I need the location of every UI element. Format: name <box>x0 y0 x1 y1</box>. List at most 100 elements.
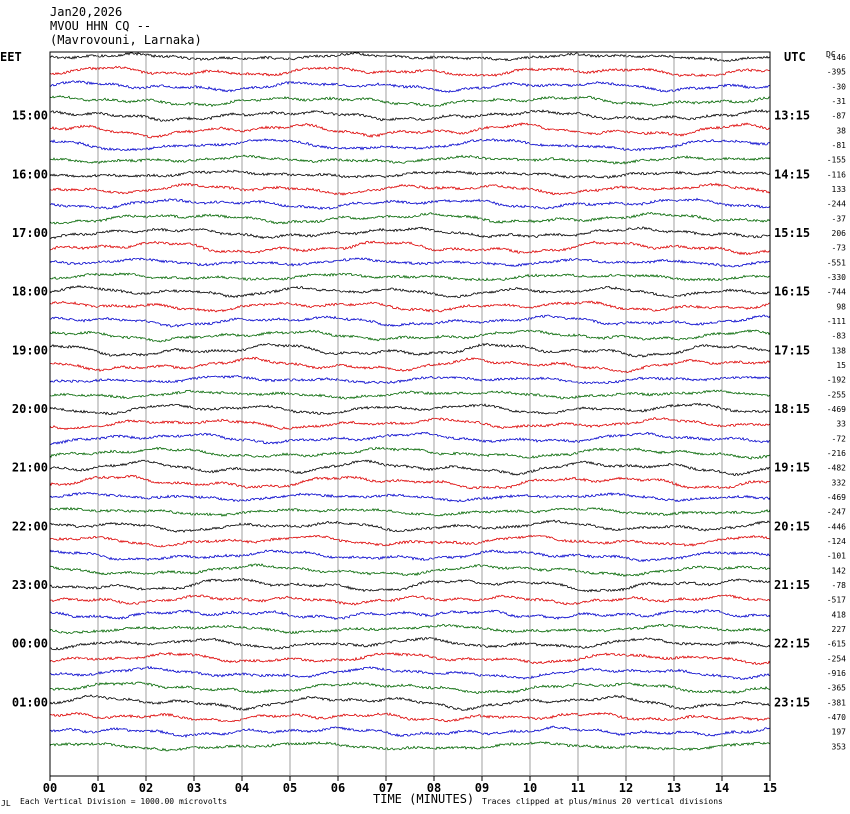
trace-20 <box>49 329 771 343</box>
dc-offset-29: -482 <box>827 464 846 473</box>
trace-30 <box>49 474 770 490</box>
dc-offset-40: 227 <box>832 625 847 634</box>
right-time-label-16:15: 16:15 <box>774 285 810 299</box>
trace-24 <box>49 389 771 400</box>
trace-5 <box>49 108 771 122</box>
dc-offset-36: 142 <box>832 566 847 575</box>
trace-44 <box>49 681 771 695</box>
trace-3 <box>49 80 771 94</box>
left-time-label-19:00: 19:00 <box>12 343 48 357</box>
trace-40 <box>49 623 771 635</box>
right-time-label-13:15: 13:15 <box>774 109 810 123</box>
trace-22 <box>50 356 771 374</box>
right-time-label-17:15: 17:15 <box>774 343 810 357</box>
trace-31 <box>49 491 771 503</box>
left-time-label-20:00: 20:00 <box>12 402 48 416</box>
trace-48 <box>49 740 771 752</box>
dc-offset-14: -73 <box>832 244 847 253</box>
dc-offset-32: -247 <box>827 508 846 517</box>
left-time-label-00:00: 00:00 <box>12 637 48 651</box>
trace-28 <box>49 446 771 460</box>
trace-32 <box>49 506 771 518</box>
dc-offset-35: -101 <box>827 552 846 561</box>
trace-13 <box>49 226 771 240</box>
x-tick-label-13: 13 <box>667 781 681 795</box>
header-date: Jan20,2026 <box>50 5 123 19</box>
header-location: (Mavrovouni, Larnaka) <box>50 33 202 47</box>
dc-offset-27: -72 <box>832 434 847 443</box>
dc-offset-23: -192 <box>827 376 846 385</box>
right-time-label-21:15: 21:15 <box>774 578 810 592</box>
left-timezone: EET <box>0 50 22 64</box>
left-time-label-16:00: 16:00 <box>12 167 48 181</box>
trace-15 <box>49 257 771 268</box>
trace-14 <box>49 240 771 256</box>
trace-12 <box>49 212 771 225</box>
trace-21 <box>49 342 771 358</box>
trace-7 <box>49 138 771 152</box>
x-tick-label-14: 14 <box>715 781 729 795</box>
trace-19 <box>50 314 771 328</box>
dc-offset-39: 418 <box>832 610 847 619</box>
plot-frame <box>49 51 771 777</box>
x-tick-label-03: 03 <box>187 781 201 795</box>
x-tick-label-00: 00 <box>43 781 57 795</box>
right-time-label-14:15: 14:15 <box>774 167 810 181</box>
dc-offset-2: -395 <box>827 68 846 77</box>
dc-offset-28: -216 <box>827 449 846 458</box>
x-tick-label-09: 09 <box>475 781 489 795</box>
dc-offset-22: 15 <box>836 361 846 370</box>
dc-offset-25: -469 <box>827 405 846 414</box>
dc-offset-48: 353 <box>832 742 847 751</box>
right-time-label-20:15: 20:15 <box>774 519 810 533</box>
dc-offset-30: 332 <box>832 478 847 487</box>
dc-offset-41: -615 <box>827 640 846 649</box>
dc-offset-43: -916 <box>827 669 846 678</box>
trace-34 <box>49 534 771 548</box>
dc-offset-46: -470 <box>827 713 846 722</box>
dc-offset-26: 33 <box>836 420 846 429</box>
trace-42 <box>49 651 771 665</box>
dc-offset-38: -517 <box>827 596 846 605</box>
trace-36 <box>49 563 771 578</box>
dc-offset-19: -111 <box>827 317 846 326</box>
x-tick-label-04: 04 <box>235 781 249 795</box>
trace-47 <box>49 725 771 738</box>
x-tick-label-05: 05 <box>283 781 297 795</box>
trace-27 <box>49 431 771 446</box>
left-time-label-15:00: 15:00 <box>12 109 48 123</box>
dc-offset-20: -83 <box>832 332 847 341</box>
trace-26 <box>49 417 771 431</box>
dc-offset-31: -469 <box>827 493 846 502</box>
trace-11 <box>50 197 771 211</box>
dc-offset-12: -37 <box>832 214 847 223</box>
dc-offset-6: 38 <box>836 126 846 135</box>
trace-37 <box>49 578 771 593</box>
trace-16 <box>49 272 771 282</box>
dc-offset-21: 138 <box>832 346 847 355</box>
x-tick-label-10: 10 <box>523 781 537 795</box>
trace-1 <box>49 52 771 62</box>
dc-offset-18: 98 <box>836 302 846 311</box>
footer-scale: Each Vertical Division = 1000.00 microvo… <box>20 797 228 806</box>
trace-43 <box>49 665 771 680</box>
right-time-label-23:15: 23:15 <box>774 695 810 709</box>
trace-29 <box>49 459 771 477</box>
footer-mark: JL <box>1 799 11 808</box>
dc-offset-9: -116 <box>827 170 846 179</box>
trace-17 <box>49 285 771 299</box>
dc-offset-17: -744 <box>827 288 846 297</box>
trace-23 <box>49 375 771 385</box>
x-tick-label-12: 12 <box>619 781 633 795</box>
dc-offset-4: -31 <box>832 97 847 106</box>
dc-offset-11: -244 <box>827 200 846 209</box>
right-time-label-19:15: 19:15 <box>774 461 810 475</box>
header-station: MVOU HHN CQ -- <box>50 19 152 33</box>
dc-offset-10: 133 <box>832 185 847 194</box>
x-tick-label-15: 15 <box>763 781 777 795</box>
dc-offset-5: -87 <box>832 112 847 121</box>
left-time-label-22:00: 22:00 <box>12 519 48 533</box>
trace-41 <box>49 637 771 651</box>
left-time-label-18:00: 18:00 <box>12 285 48 299</box>
